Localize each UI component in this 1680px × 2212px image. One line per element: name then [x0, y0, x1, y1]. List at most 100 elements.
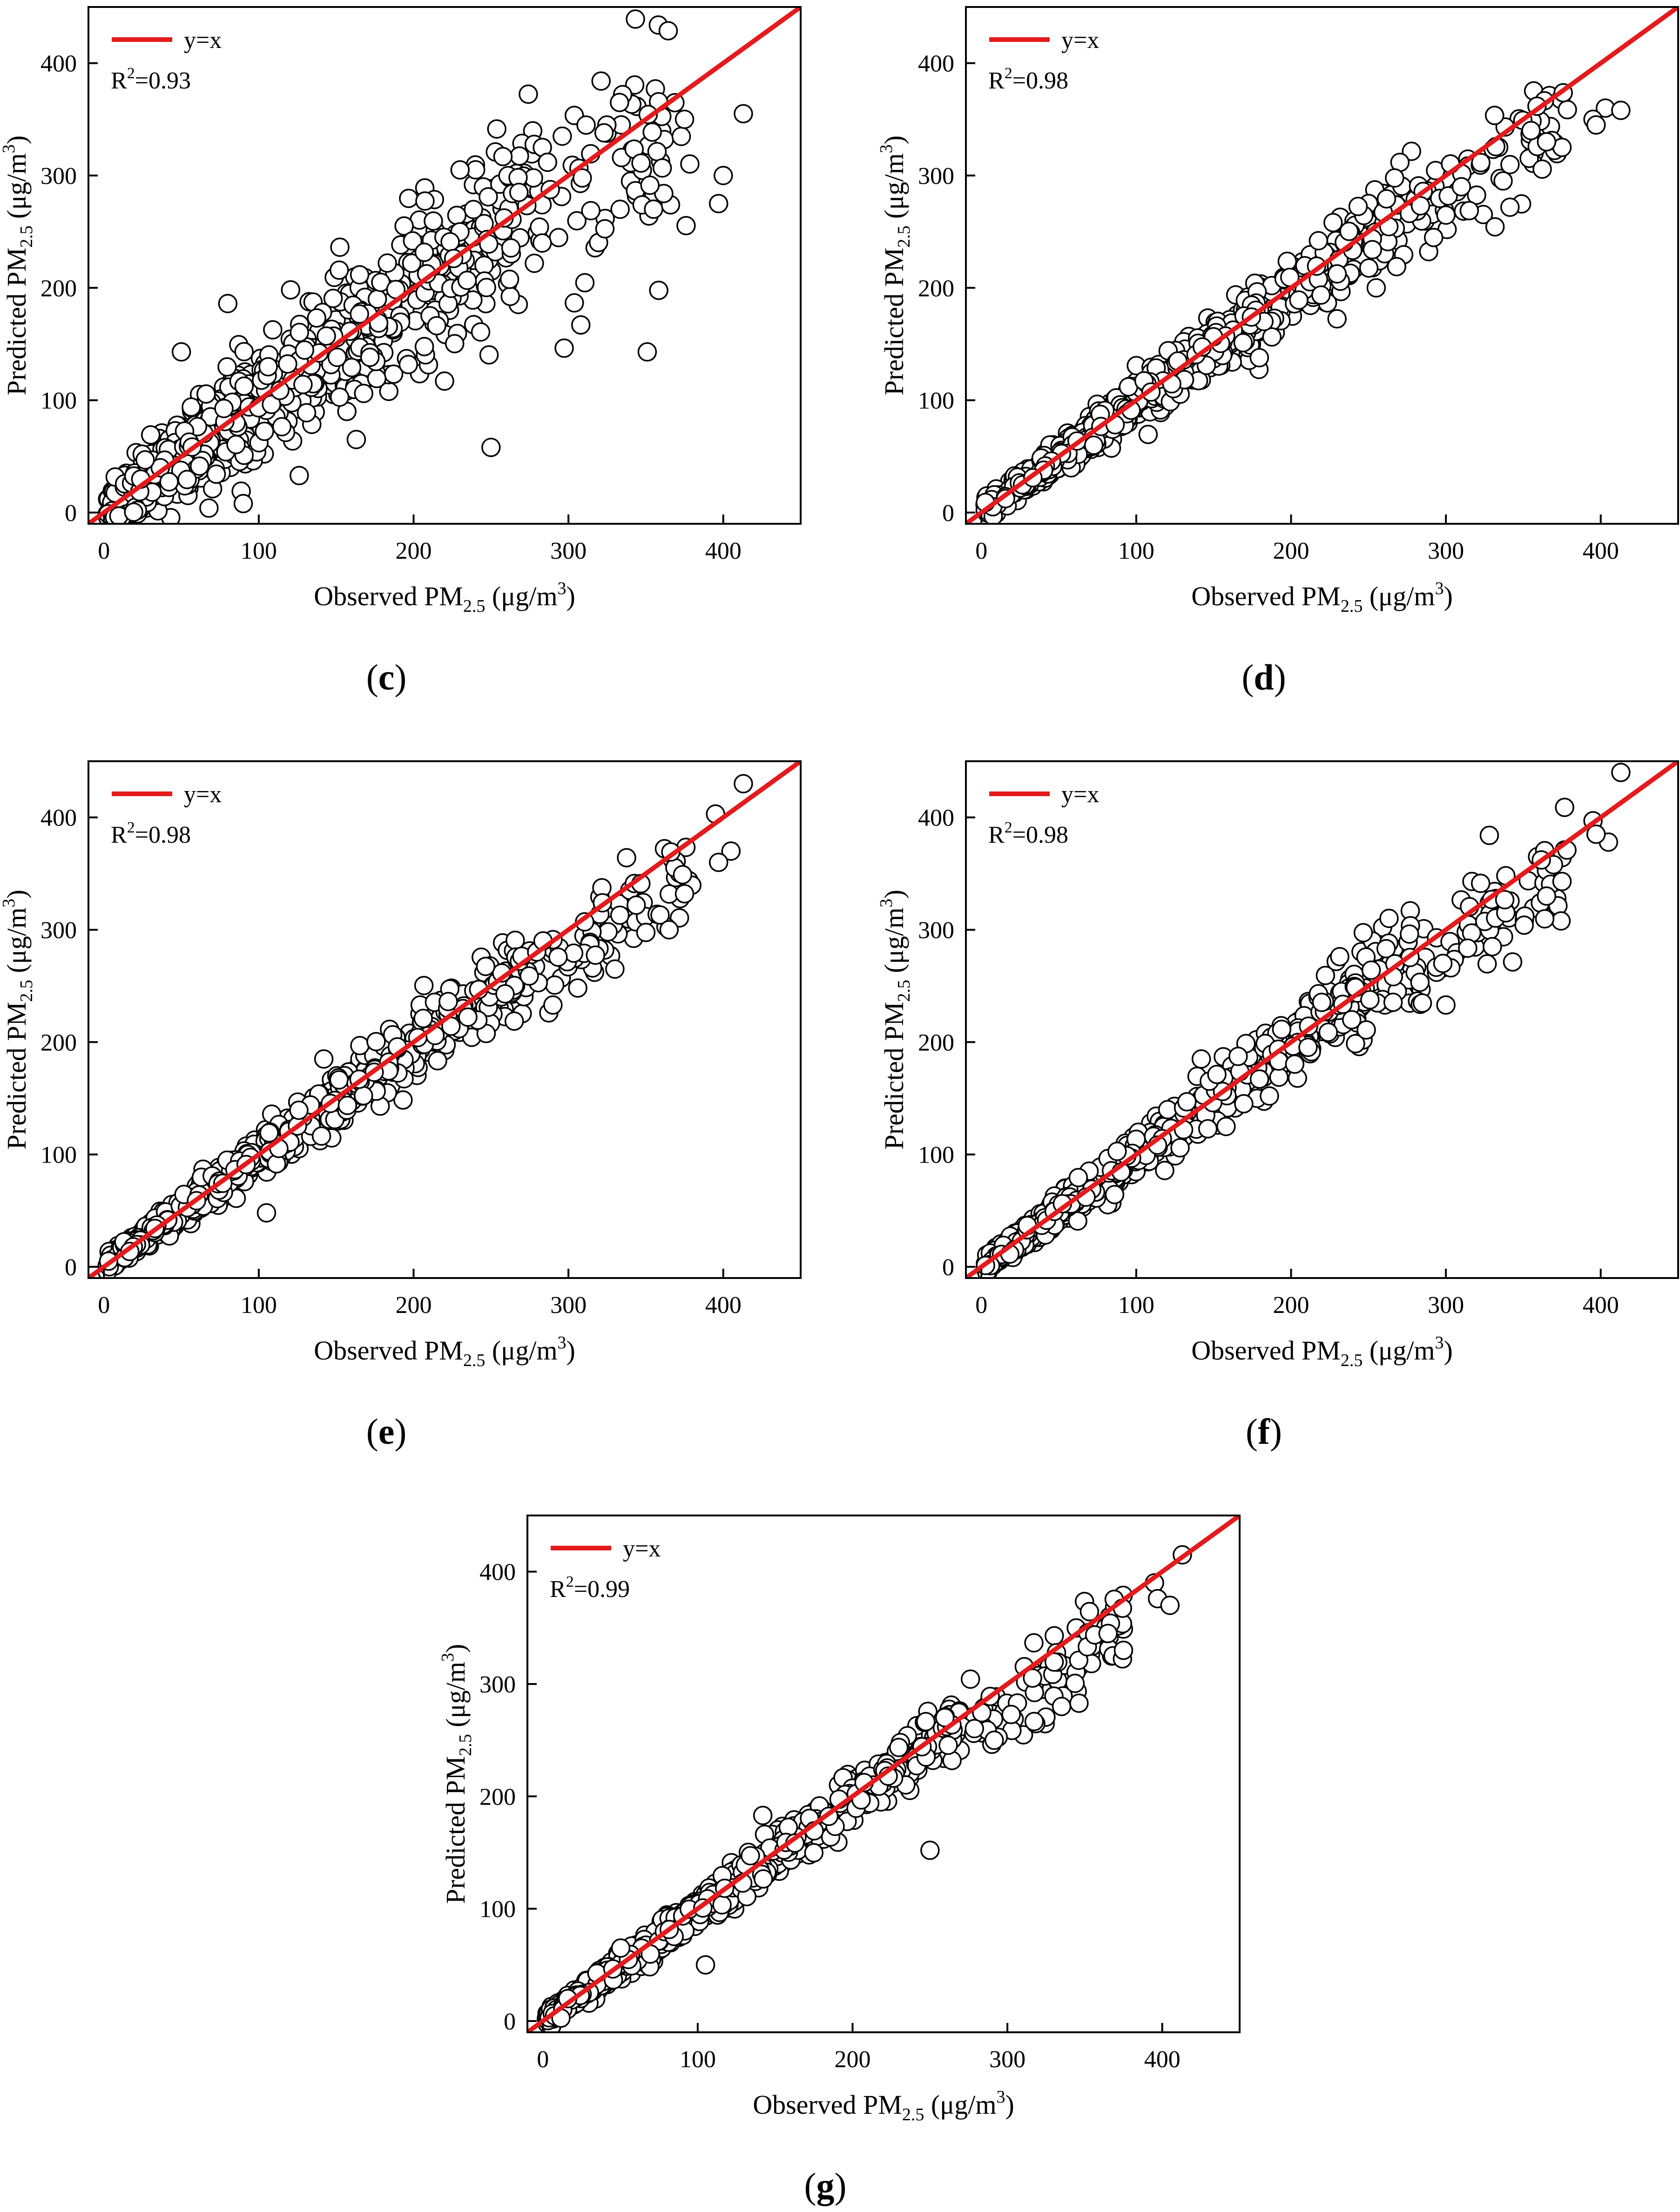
- data-point: [708, 194, 729, 214]
- data-point: [414, 975, 434, 995]
- data-point: [549, 228, 568, 248]
- panel-e: 0 100 200 300 400 0 100 200 300 400 Observed PM2.5…: [0, 754, 802, 1387]
- data-point: [734, 104, 753, 123]
- y-tick-label: 200: [918, 1029, 954, 1056]
- data-point: [1309, 231, 1329, 250]
- data-point: [272, 417, 292, 437]
- data-point: [804, 1843, 824, 1863]
- panel-d: 0 100 200 300 400 0 100 200 300 400 Observed PM2.5…: [877, 0, 1679, 633]
- data-point: [591, 71, 611, 91]
- legend: y=xR2=0.98: [988, 27, 1099, 94]
- data-point: [708, 852, 729, 872]
- data-point: [1458, 938, 1478, 958]
- data-point: [330, 237, 350, 257]
- y-tick-label: 400: [918, 51, 954, 77]
- y-tick-label: 0: [942, 1254, 954, 1281]
- data-point: [1537, 886, 1557, 906]
- data-point: [576, 115, 596, 135]
- data-point: [1438, 186, 1458, 206]
- x-tick-label: 300: [1428, 538, 1464, 564]
- data-point: [1068, 1168, 1088, 1187]
- data-point: [1361, 961, 1381, 980]
- data-point: [1376, 939, 1396, 959]
- data-point: [214, 399, 234, 419]
- data-point: [1503, 952, 1523, 972]
- y-tick-label: 100: [40, 1142, 77, 1169]
- data-point: [1277, 251, 1297, 271]
- data-point: [1065, 1673, 1085, 1693]
- data-point: [571, 315, 591, 335]
- data-point: [1451, 177, 1471, 196]
- data-point: [1436, 995, 1456, 1015]
- data-point: [413, 1008, 433, 1028]
- data-point: [493, 147, 513, 166]
- data-point: [1402, 142, 1421, 161]
- data-point: [317, 326, 336, 346]
- data-point: [295, 340, 314, 360]
- data-point: [182, 397, 201, 417]
- data-point: [504, 1011, 524, 1031]
- data-point: [1495, 890, 1515, 910]
- data-point: [1158, 1100, 1178, 1120]
- r-squared-annotation: R2=0.93: [111, 65, 191, 94]
- data-point: [659, 920, 679, 940]
- data-point: [553, 126, 572, 146]
- data-point: [1207, 1064, 1227, 1084]
- data-point: [258, 357, 278, 377]
- data-point: [350, 1035, 370, 1055]
- data-point: [330, 387, 350, 407]
- data-point: [647, 142, 667, 162]
- data-point: [1138, 425, 1158, 444]
- data-point: [960, 1669, 980, 1689]
- legend-label: y=x: [184, 781, 222, 808]
- data-point: [1316, 966, 1336, 985]
- data-point: [479, 187, 498, 207]
- data-point: [543, 995, 563, 1015]
- data-point: [1024, 1633, 1044, 1653]
- legend-label: y=x: [1061, 27, 1099, 54]
- data-point: [595, 219, 615, 239]
- y-tick-label: 400: [40, 51, 77, 77]
- data-point: [649, 280, 668, 300]
- data-point: [1348, 196, 1368, 216]
- data-point: [564, 943, 584, 963]
- data-point: [1611, 101, 1631, 120]
- data-point: [509, 183, 529, 202]
- data-point: [1234, 1094, 1254, 1114]
- data-point: [495, 984, 515, 1004]
- y-tick-label: 300: [918, 917, 954, 944]
- data-point: [394, 216, 414, 236]
- data-point: [1500, 155, 1520, 175]
- data-point: [1483, 937, 1502, 956]
- data-point: [1346, 1034, 1365, 1054]
- data-point: [734, 774, 753, 794]
- data-point: [367, 369, 387, 388]
- x-tick-label: 100: [241, 1292, 277, 1319]
- data-point: [350, 265, 370, 284]
- data-point: [1363, 240, 1382, 260]
- data-point: [1558, 100, 1577, 120]
- data-point: [378, 253, 397, 273]
- x-tick-label: 300: [550, 538, 587, 564]
- data-point: [1298, 1037, 1318, 1057]
- x-tick-label: 200: [395, 1292, 432, 1319]
- x-tick-label: 300: [1428, 1292, 1464, 1319]
- data-point: [457, 271, 477, 290]
- data-point: [721, 841, 741, 861]
- data-point: [565, 293, 584, 313]
- x-tick-label: 400: [1583, 538, 1619, 564]
- data-point: [403, 231, 423, 251]
- data-point: [1155, 1161, 1174, 1180]
- data-point: [520, 966, 539, 986]
- x-axis-label: Observed PM2.5 (μg/m3): [1191, 579, 1453, 616]
- data-point: [1260, 1086, 1279, 1106]
- data-point: [464, 200, 483, 219]
- data-point: [1471, 873, 1491, 893]
- data-point: [481, 438, 501, 457]
- data-point: [554, 338, 574, 358]
- data-point: [342, 358, 362, 378]
- data-point: [171, 342, 191, 362]
- data-point: [1327, 264, 1347, 284]
- data-point: [1387, 257, 1406, 277]
